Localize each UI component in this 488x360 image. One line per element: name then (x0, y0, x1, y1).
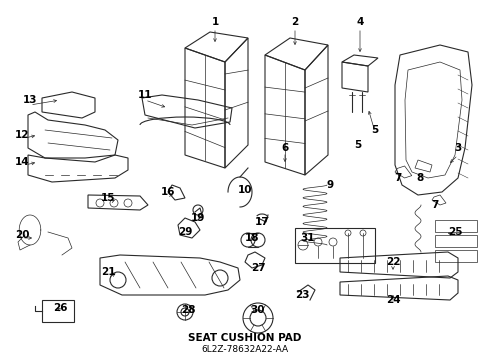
Text: 26: 26 (53, 303, 67, 313)
Text: 14: 14 (15, 157, 29, 167)
Text: 18: 18 (244, 233, 259, 243)
Text: 19: 19 (190, 213, 205, 223)
Text: 3: 3 (453, 143, 461, 153)
Text: 23: 23 (294, 290, 308, 300)
Text: 31: 31 (300, 233, 315, 243)
Text: 21: 21 (101, 267, 115, 277)
Bar (294, 228, 374, 263)
Bar (434, 250, 476, 262)
Text: 17: 17 (254, 217, 269, 227)
Bar (434, 235, 476, 247)
Text: 22: 22 (385, 257, 400, 267)
Text: 25: 25 (447, 227, 461, 237)
Text: 1: 1 (211, 17, 218, 27)
Text: 30: 30 (250, 305, 264, 315)
Bar (434, 220, 476, 232)
Text: 11: 11 (138, 90, 152, 100)
Text: 9: 9 (326, 180, 333, 190)
Text: 8: 8 (415, 173, 423, 183)
Text: 29: 29 (178, 227, 192, 237)
Text: 28: 28 (181, 305, 195, 315)
Text: 7: 7 (430, 200, 438, 210)
Text: 10: 10 (237, 185, 252, 195)
Text: 6L2Z-78632A22-AA: 6L2Z-78632A22-AA (201, 346, 287, 355)
Text: SEAT CUSHION PAD: SEAT CUSHION PAD (187, 333, 301, 343)
Text: 13: 13 (23, 95, 37, 105)
Text: 4: 4 (356, 17, 363, 27)
Text: 12: 12 (15, 130, 29, 140)
Text: 24: 24 (385, 295, 400, 305)
Text: 15: 15 (101, 193, 115, 203)
Text: 20: 20 (15, 230, 29, 240)
Text: 5: 5 (370, 125, 378, 135)
Text: 16: 16 (161, 187, 175, 197)
Text: 7: 7 (393, 173, 401, 183)
Text: 5: 5 (354, 140, 361, 150)
Bar (42, 300, 74, 322)
Text: 6: 6 (281, 143, 288, 153)
Text: 27: 27 (250, 263, 265, 273)
Text: 2: 2 (291, 17, 298, 27)
